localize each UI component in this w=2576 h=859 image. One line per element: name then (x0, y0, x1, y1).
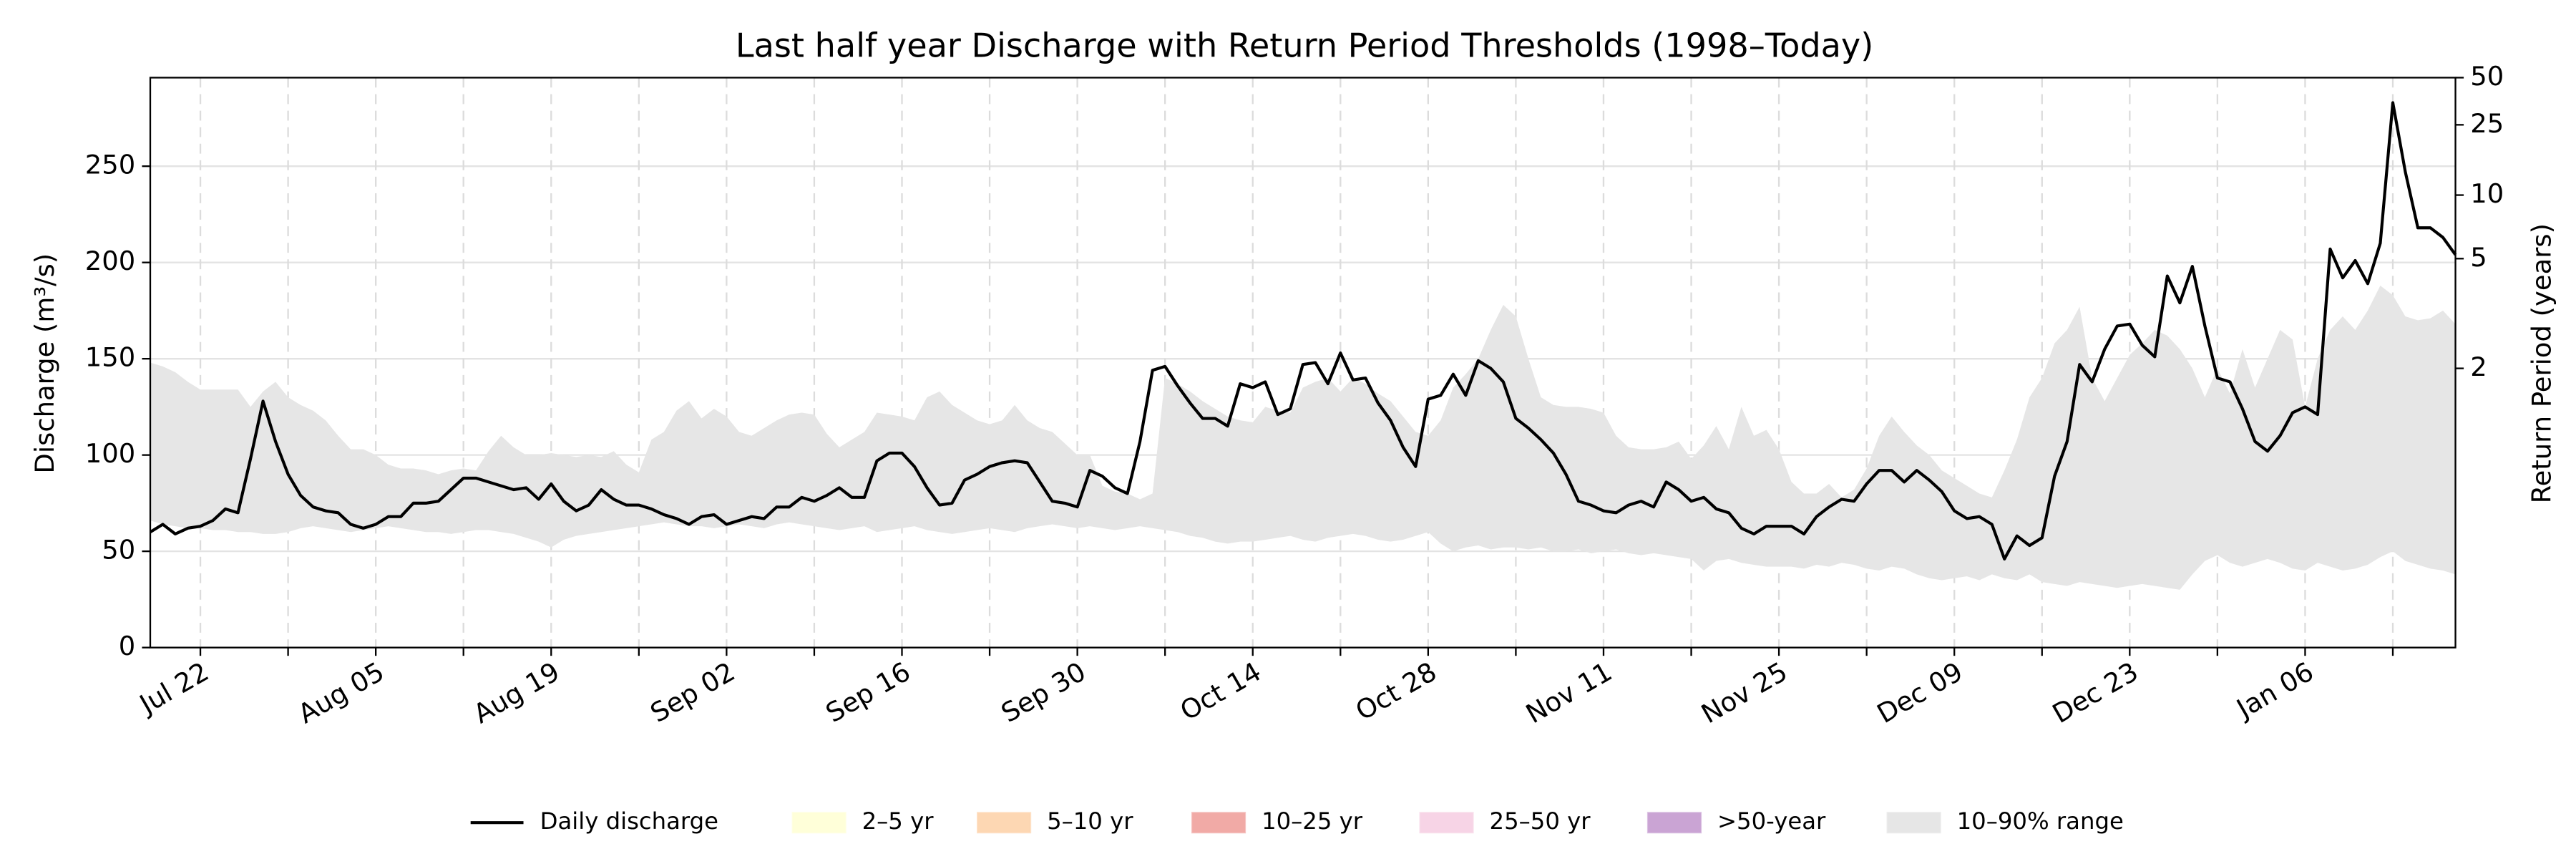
legend-patch (976, 812, 1032, 834)
y2-tick-label: 50 (2470, 61, 2504, 92)
y-tick-label: 0 (119, 631, 135, 661)
plot-frame (149, 77, 2457, 649)
y2-tick-label: 10 (2470, 178, 2504, 209)
legend-label: >50-year (1717, 807, 1826, 835)
y2-tick-label: 2 (2470, 351, 2487, 382)
y2-tick-label: 5 (2470, 242, 2487, 273)
legend-patch (1191, 812, 1246, 834)
y2-tick-label: 25 (2470, 108, 2504, 139)
legend-label: 10–90% range (1957, 807, 2124, 835)
legend-patch (1886, 812, 1941, 834)
legend-label: 2–5 yr (862, 807, 935, 835)
legend-label: 5–10 yr (1047, 807, 1133, 835)
range-band (150, 285, 2456, 590)
legend-patch (791, 812, 847, 834)
legend-label: 10–25 yr (1262, 807, 1363, 835)
y-tick-label: 150 (85, 342, 135, 373)
y-tick-label: 50 (102, 535, 135, 566)
y-tick-label: 100 (85, 438, 135, 469)
legend-patch (1419, 812, 1474, 834)
discharge-line (149, 101, 2457, 560)
y-axis-label: Discharge (m³/s) (29, 253, 60, 474)
chart-title: Last half year Discharge with Return Per… (736, 26, 1873, 64)
legend-patch (1646, 812, 1702, 834)
legend-label: Daily discharge (540, 807, 718, 835)
y2-axis-label: Return Period (years) (2526, 223, 2557, 503)
legend-label: 25–50 yr (1490, 807, 1591, 835)
y-tick-label: 250 (85, 150, 135, 180)
y-tick-label: 200 (85, 246, 135, 276)
